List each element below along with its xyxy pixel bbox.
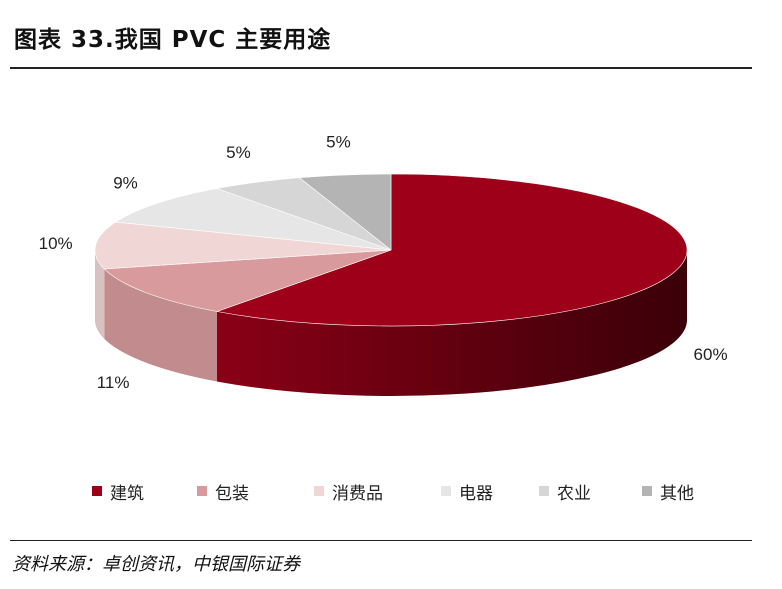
- legend-label: 其他: [660, 483, 694, 504]
- slice-建筑-percent-label: 60%: [694, 345, 728, 364]
- slice-其他-top: [298, 173, 392, 251]
- legend-item-建筑: 建筑: [92, 478, 197, 504]
- slice-消费品-percent-label: 10%: [39, 234, 73, 253]
- slice-消费品-top: [94, 221, 392, 270]
- legend-item-农业: 农业: [539, 478, 642, 504]
- slice-包装-side: [104, 268, 218, 382]
- slice-包装-percent-label: 11%: [97, 373, 130, 392]
- source-note: 资料来源：卓创资讯，中银国际证券: [12, 554, 300, 575]
- legend-swatch: [197, 486, 207, 496]
- slice-农业-percent-label: 5%: [226, 143, 251, 162]
- source-divider: [10, 540, 752, 541]
- legend-swatch: [539, 486, 549, 496]
- legend-swatch: [314, 486, 324, 496]
- legend-item-消费品: 消费品: [314, 478, 441, 504]
- legend-swatch: [92, 486, 102, 496]
- legend-swatch: [642, 486, 652, 496]
- slice-电器-top: [114, 188, 392, 251]
- chart-title: 图表 33.我国 PVC 主要用途: [14, 27, 332, 53]
- legend-label: 消费品: [332, 483, 383, 504]
- slice-建筑-top: [215, 173, 688, 327]
- legend-label: 电器: [459, 483, 493, 504]
- legend-item-电器: 电器: [441, 478, 539, 504]
- legend-label: 建筑: [110, 483, 144, 504]
- legend-label: 农业: [557, 483, 591, 504]
- pie-chart: 60% 11% 10% 9% 5% 5%: [39, 132, 728, 396]
- slice-包装-top: [103, 249, 392, 312]
- legend-label: 包装: [215, 483, 249, 504]
- slice-建筑-side: [217, 250, 687, 396]
- legend-item-其他: 其他: [642, 478, 732, 504]
- slice-消费品-side: [95, 250, 105, 339]
- legend-swatch: [441, 486, 451, 496]
- legend-item-包装: 包装: [197, 478, 314, 504]
- title-divider: [10, 67, 752, 69]
- slice-电器-percent-label: 9%: [113, 174, 138, 193]
- slice-其他-percent-label: 5%: [326, 132, 351, 151]
- chart-legend: 建筑 包装 消费品 电器 农业 其他: [92, 478, 732, 504]
